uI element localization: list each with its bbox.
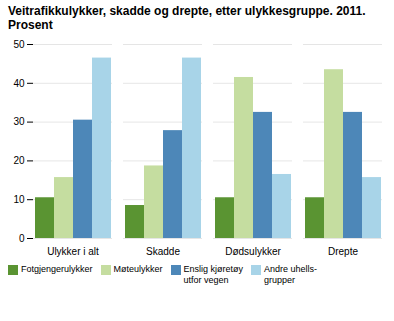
svg-text:Ulykker i alt: Ulykker i alt xyxy=(47,246,99,257)
svg-text:20: 20 xyxy=(13,155,25,166)
html-text:Andre uhells- grupper: Andre uhells- grupper xyxy=(264,264,318,285)
html-text:Møteulykker: Møteulykker xyxy=(113,264,163,274)
svg-text:Dødsulykker: Dødsulykker xyxy=(225,246,281,257)
svg-text:0: 0 xyxy=(19,233,25,244)
html-text:Veitrafikkulykker, skadde og d: Veitrafikkulykker, skadde og drepte, ett… xyxy=(8,4,366,32)
svg-text:30: 30 xyxy=(13,116,25,127)
svg-text:10: 10 xyxy=(13,194,25,205)
html-text:Fotgjengerulykker: Fotgjengerulykker xyxy=(21,264,93,274)
html-text:Enslig kjøretøy utfor vegen: Enslig kjøretøy utfor vegen xyxy=(183,264,244,285)
svg-text:Skadde: Skadde xyxy=(146,246,180,257)
svg-text:40: 40 xyxy=(13,78,25,89)
svg-text:50: 50 xyxy=(13,39,25,50)
svg-text:Drepte: Drepte xyxy=(328,246,358,257)
